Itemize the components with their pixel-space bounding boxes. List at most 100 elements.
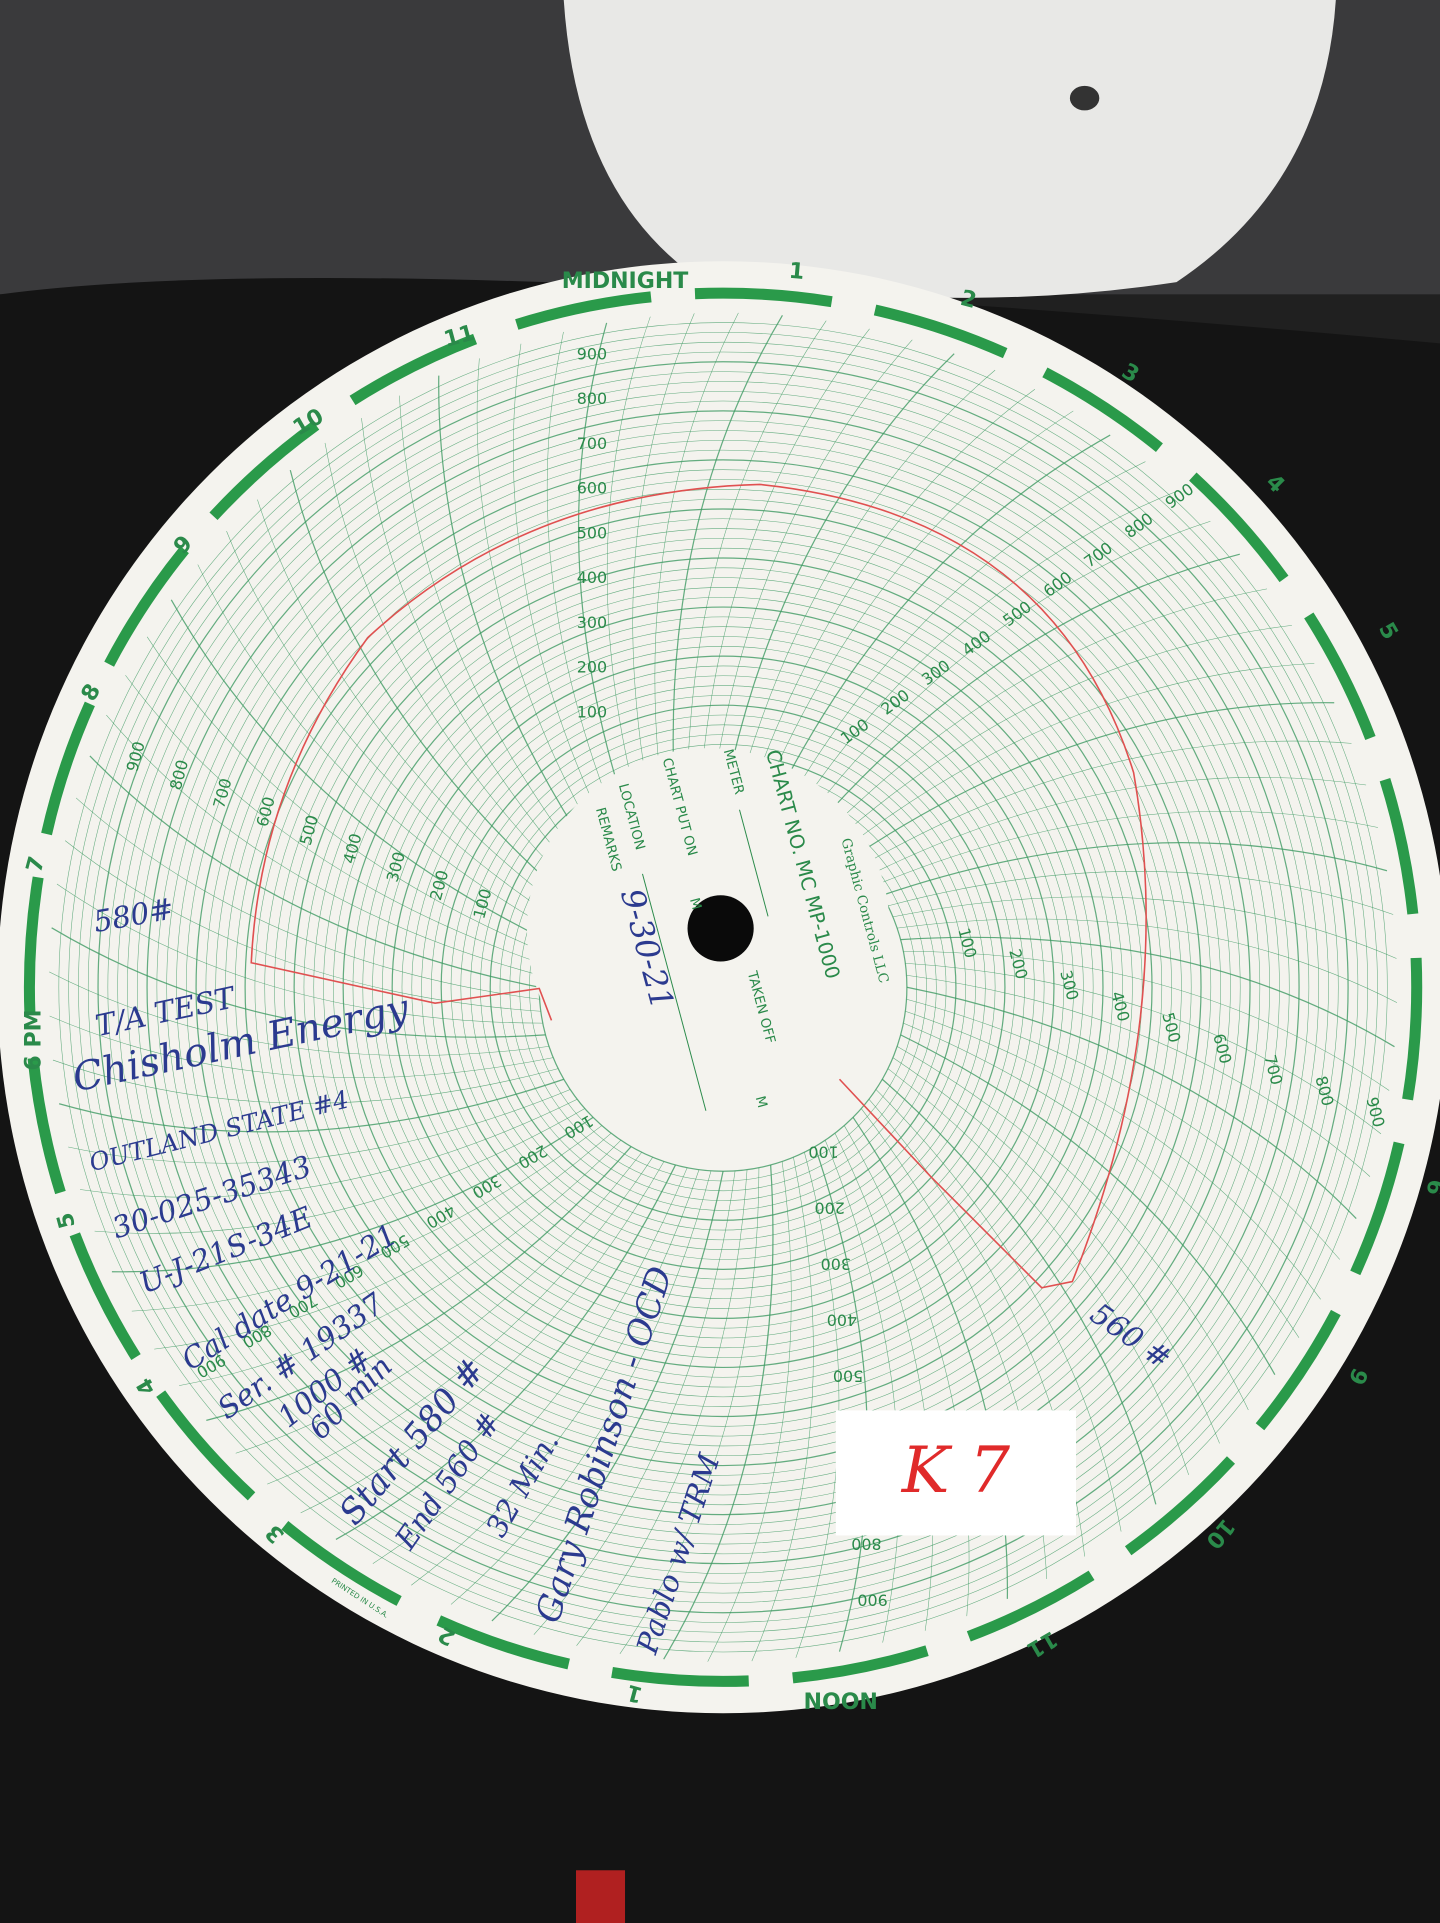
grid-radial: [335, 1164, 677, 1540]
grid-ring: [186, 449, 1261, 1525]
grid-ring: [460, 724, 986, 1250]
grid-ring: [293, 557, 1153, 1418]
center-hole: [687, 895, 754, 962]
grid-ring: [264, 528, 1182, 1447]
grid-radial: [49, 971, 550, 1056]
grid-radial: [793, 490, 1180, 818]
scale-label: 200: [577, 658, 607, 677]
grid-radial: [746, 389, 1036, 805]
grid-radial: [781, 461, 1146, 814]
grid-radial: [300, 1161, 665, 1514]
grid-ring: [401, 665, 1045, 1309]
grid-radial: [887, 1068, 1189, 1476]
red-object: [576, 1870, 626, 1923]
grid-radial: [619, 1167, 760, 1654]
grid-radial: [905, 962, 1382, 1135]
grid-radial: [324, 442, 571, 886]
grid-radial: [257, 499, 559, 907]
grid-ring: [372, 636, 1074, 1339]
grid-radial: [632, 313, 695, 818]
grid-radial: [235, 1152, 642, 1454]
grid-ring: [225, 489, 1221, 1486]
grid-ring: [127, 390, 1319, 1584]
grid-radial: [206, 1146, 632, 1421]
grid-ring: [235, 498, 1212, 1476]
grid-radial: [834, 625, 1292, 842]
scale-label: 800: [851, 1534, 881, 1553]
grid-radial: [58, 1078, 565, 1133]
grid-radial: [94, 1108, 585, 1234]
grid-radial: [758, 410, 1074, 807]
grid-radial: [75, 797, 540, 1000]
grid-radial: [892, 1057, 1220, 1444]
grid-radial: [875, 811, 1378, 886]
grid-radial: [125, 675, 541, 964]
grid-ring: [107, 371, 1339, 1604]
hard-hat: [563, 0, 1336, 298]
grid-radial: [79, 1098, 578, 1198]
grid-radial: [875, 1089, 1122, 1532]
grid-radial: [476, 358, 603, 850]
grid-radial: [751, 1157, 814, 1662]
grid-radial: [170, 599, 546, 941]
grid-radial: [606, 316, 651, 823]
grid-radial: [861, 740, 1352, 867]
grid-ring: [421, 685, 1025, 1290]
grid-ring: [391, 655, 1055, 1319]
grid-radial: [111, 1116, 594, 1273]
scale-label: 300: [577, 613, 607, 632]
grid-radial: [289, 469, 565, 896]
grid-radial: [450, 1170, 712, 1605]
grid-ring: [352, 616, 1094, 1358]
grid-radial: [905, 1011, 1321, 1300]
grid-ring: [68, 332, 1378, 1643]
grid-radial: [698, 328, 870, 805]
grid-ring: [87, 351, 1359, 1623]
grid-ring: [97, 361, 1349, 1614]
scale-label: 300: [821, 1255, 851, 1274]
grid-ring: [274, 538, 1172, 1437]
grid-ring: [244, 508, 1202, 1467]
hard-hat-hole: [1069, 85, 1100, 111]
grid-radial: [844, 1125, 970, 1617]
grid-radial: [399, 395, 586, 867]
grid-radial: [154, 1132, 612, 1350]
scale-label: 900: [857, 1590, 887, 1609]
grid-radial: [896, 1046, 1249, 1411]
grid-ring: [58, 322, 1388, 1653]
grid-radial: [710, 339, 913, 804]
grid-ring: [156, 420, 1290, 1555]
grid-radial: [906, 974, 1371, 1177]
scale-label: 700: [577, 434, 607, 453]
grid-ring: [431, 695, 1016, 1280]
grid-radial: [106, 714, 540, 976]
chart-grid: [49, 312, 1398, 1662]
grid-radial: [887, 871, 1394, 915]
grid-radial: [722, 353, 955, 804]
grid-ring: [117, 381, 1329, 1594]
grid-ring: [382, 646, 1065, 1329]
grid-radial: [824, 1140, 900, 1643]
hour-label: 1: [624, 1679, 645, 1707]
grid-radial: [900, 936, 1395, 1048]
grid-radial: [686, 320, 827, 807]
grid-ring: [411, 675, 1035, 1300]
m-label: M: [752, 1094, 770, 1109]
grid-radial: [197, 564, 550, 929]
grid-radial: [226, 530, 554, 918]
scale-label: 900: [577, 344, 607, 363]
hour-label: 6 PM: [21, 1009, 46, 1070]
grid-radial: [533, 1170, 736, 1635]
grid-radial: [179, 1140, 622, 1386]
sticker: [835, 1410, 1077, 1536]
grid-ring: [342, 606, 1104, 1369]
hour-label: 2: [958, 286, 979, 314]
grid-radial: [834, 1133, 934, 1631]
hour-label: 7: [22, 854, 50, 875]
grid-ring: [195, 459, 1251, 1516]
grid-radial: [770, 434, 1111, 810]
grid-radial: [51, 927, 546, 1038]
grid-radial: [814, 553, 1240, 829]
grid-radial: [852, 702, 1335, 858]
